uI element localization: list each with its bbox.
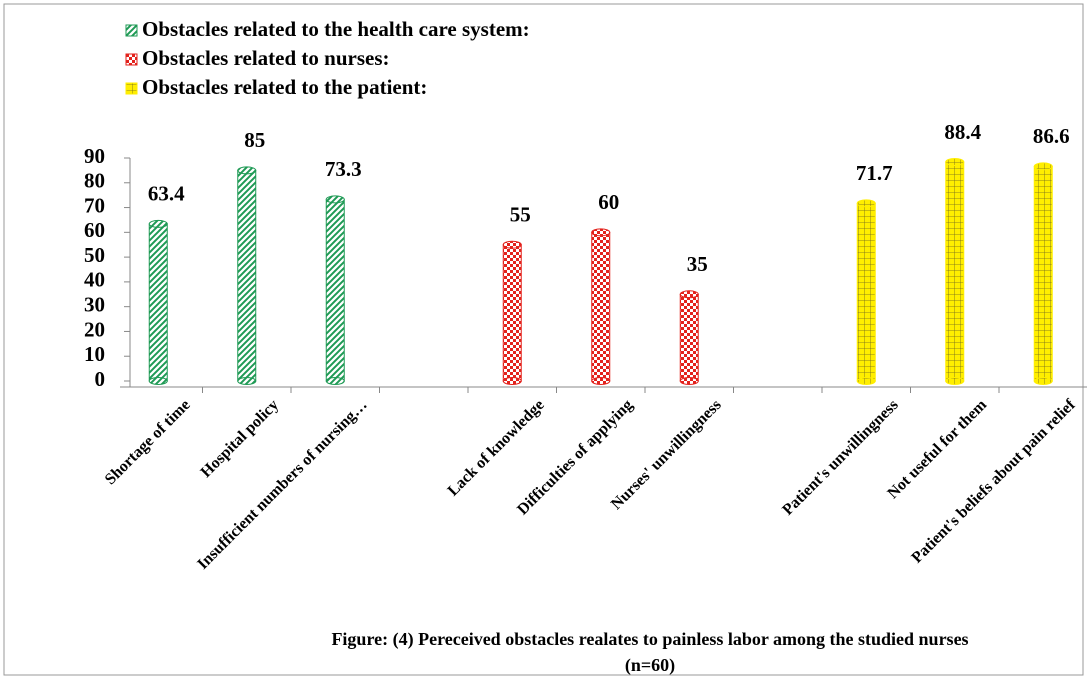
bar-cap: [148, 219, 168, 228]
data-label: 85: [244, 128, 265, 152]
y-tick-label: 90: [84, 144, 105, 168]
data-label: 73.3: [325, 157, 362, 181]
bar: [945, 157, 965, 385]
bar-base: [325, 377, 345, 385]
bar-base: [679, 377, 699, 385]
bar-base: [856, 377, 876, 385]
legend-label: Obstacles related to the health care sys…: [142, 17, 530, 41]
bar-base: [1033, 377, 1053, 385]
bar-body: [325, 198, 345, 382]
bar: [237, 166, 257, 385]
bar-cap: [325, 195, 345, 204]
x-tick-label: Shortage of time: [102, 396, 194, 488]
y-tick-label: 60: [84, 218, 105, 242]
bar-body: [856, 202, 876, 382]
bar-base: [237, 377, 257, 385]
bar-body: [679, 293, 699, 382]
bar-cap: [945, 157, 965, 166]
bar: [325, 195, 345, 385]
data-label: 63.4: [148, 182, 185, 206]
data-label: 55: [510, 203, 531, 227]
bar: [1033, 162, 1053, 385]
bar-cap: [591, 228, 611, 237]
bar-body: [237, 169, 257, 382]
bar: [856, 199, 876, 385]
x-tick-label: Lack of knowledge: [445, 396, 548, 499]
bar-body: [502, 244, 522, 382]
data-label: 35: [687, 252, 708, 276]
legend-label: Obstacles related to nurses:: [142, 46, 390, 70]
y-tick-label: 50: [84, 243, 105, 267]
bar-cap: [237, 166, 257, 175]
bar-base: [148, 377, 168, 385]
x-tick-label: Not useful for them: [884, 396, 990, 502]
caption: Figure: (4) Pereceived obstacles realate…: [331, 629, 969, 675]
y-tick-label: 80: [84, 169, 105, 193]
y-tick-label: 70: [84, 193, 105, 217]
x-tick-label: Patient's beliefs about pain relief: [908, 396, 1079, 567]
y-tick-label: 0: [95, 367, 106, 391]
bar: [679, 290, 699, 385]
bar: [148, 219, 168, 385]
bar-base: [945, 377, 965, 385]
legend-label: Obstacles related to the patient:: [142, 75, 427, 99]
legend-swatch: [125, 24, 138, 37]
legend-swatch: [125, 53, 138, 66]
x-tick-label: Insufficient numbers of nursing…: [194, 396, 370, 572]
bar-cap: [856, 199, 876, 208]
x-tick-label: Hospital policy: [198, 396, 283, 481]
bar-body: [1033, 165, 1053, 382]
data-label: 88.4: [944, 120, 981, 144]
bar-cap: [1033, 162, 1053, 171]
bar-body: [591, 231, 611, 382]
data-label: 86.6: [1033, 124, 1070, 148]
bar-base: [591, 377, 611, 385]
bar: [502, 240, 522, 385]
bar-cap: [679, 290, 699, 299]
legend-swatch: [125, 82, 138, 95]
y-tick-label: 20: [84, 317, 105, 341]
y-tick-label: 10: [84, 342, 105, 366]
bar-body: [148, 223, 168, 382]
bar-body: [945, 161, 965, 382]
y-tick-label: 40: [84, 268, 105, 292]
y-tick-label: 30: [84, 292, 105, 316]
bar-base: [502, 377, 522, 385]
bar-cap: [502, 240, 522, 249]
data-label: 71.7: [856, 161, 893, 185]
x-tick-label: Patient's unwillingness: [779, 396, 901, 518]
data-label: 60: [598, 190, 619, 214]
bar: [591, 228, 611, 385]
frame: [3, 3, 1084, 676]
